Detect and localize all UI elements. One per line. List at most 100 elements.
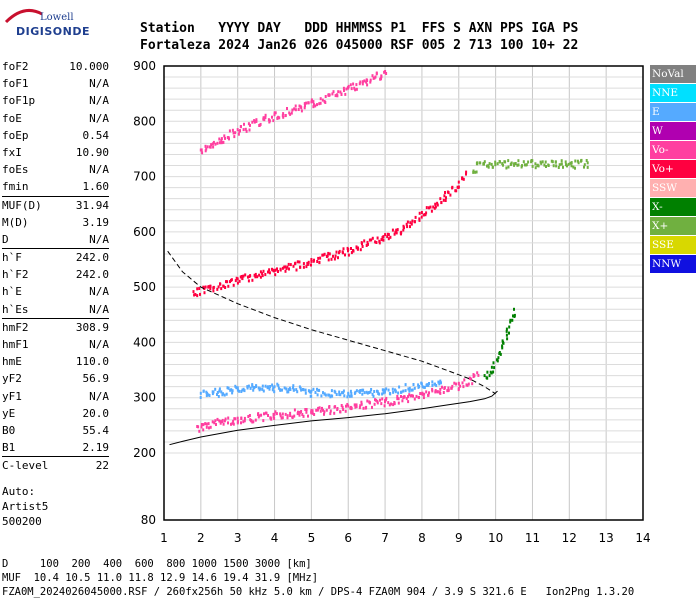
trace-point <box>310 411 313 415</box>
trace-point <box>305 265 308 269</box>
trace-point <box>438 390 441 394</box>
trace-point <box>371 392 374 396</box>
trace-point <box>272 119 275 123</box>
trace-point <box>236 277 239 281</box>
trace-point <box>244 127 247 131</box>
trace-point <box>375 398 377 402</box>
param-label: h`F <box>2 251 22 265</box>
trace-point <box>397 401 400 405</box>
trace-point <box>328 93 331 97</box>
trace-point <box>486 376 489 380</box>
param-value: 308.9 <box>75 320 109 334</box>
trace-point <box>267 270 269 274</box>
trace-point <box>396 228 399 232</box>
x-tick-label: 1 <box>160 531 168 545</box>
trace-point <box>410 394 413 398</box>
trace-point <box>433 206 436 210</box>
trace-point <box>240 125 242 129</box>
trace-point <box>211 420 214 424</box>
trace-point <box>396 397 399 401</box>
trace-point <box>371 74 374 78</box>
trace-point <box>486 164 488 168</box>
trace-point <box>314 104 317 108</box>
trace-point <box>486 370 489 374</box>
trace-point <box>365 244 368 247</box>
trace-point <box>361 392 364 396</box>
trace-point <box>572 165 575 169</box>
trace-point <box>248 414 251 417</box>
chart-axes <box>163 65 644 521</box>
trace-point <box>295 268 298 272</box>
trace-point <box>431 383 434 387</box>
trace-point <box>310 408 313 412</box>
trace-point <box>483 160 486 164</box>
trace-point <box>210 143 213 147</box>
param-value: 55.4 <box>82 423 110 437</box>
trace-point <box>204 149 207 153</box>
trace-point <box>474 170 477 174</box>
trace-point <box>503 160 506 164</box>
trace-point <box>418 385 421 388</box>
trace-point <box>215 423 217 426</box>
trace-point <box>359 80 362 84</box>
trace-point <box>264 384 267 388</box>
param-label: foF1 <box>2 77 29 91</box>
trace-point <box>389 235 392 239</box>
trace-point <box>494 163 497 167</box>
param-value: N/A <box>89 285 109 299</box>
trace-point <box>297 410 299 414</box>
trace-point <box>427 383 430 387</box>
trace-point <box>259 122 262 126</box>
trace-point <box>202 389 205 393</box>
trace-point <box>231 391 234 395</box>
trace-point <box>408 393 411 397</box>
trace-point <box>371 405 373 409</box>
trace-point <box>406 225 409 229</box>
trace-point <box>522 160 525 164</box>
trace-point <box>365 78 368 82</box>
trace-point <box>302 262 305 266</box>
trace-point <box>490 162 493 166</box>
trace-point <box>323 412 325 416</box>
trace-point <box>562 165 564 169</box>
trace-point <box>429 205 432 209</box>
trace-point <box>357 246 359 250</box>
trace-point <box>396 394 399 398</box>
param-value: 10.90 <box>75 145 109 159</box>
trace-point <box>577 161 580 165</box>
param-label: B0 <box>2 423 16 437</box>
trace-point <box>329 412 332 416</box>
trace-point <box>414 215 417 219</box>
trace-point <box>302 414 305 418</box>
trace-point <box>352 249 355 253</box>
trace-point <box>247 384 250 388</box>
trace-point <box>378 241 381 245</box>
trace-point <box>462 177 465 181</box>
legend-entry: NNE <box>650 84 696 102</box>
trace-point <box>425 390 428 394</box>
trace-point <box>368 401 371 405</box>
trace-point <box>340 92 343 96</box>
trace-point <box>346 395 349 399</box>
trace-point <box>279 412 282 416</box>
trace-point <box>554 160 557 164</box>
trace-point <box>253 386 256 389</box>
trace-point <box>216 391 219 394</box>
trace-point <box>247 279 250 283</box>
trace-point <box>280 416 283 420</box>
param-label: hmF1 <box>2 338 29 351</box>
trace-point <box>517 159 520 163</box>
trace-point <box>359 248 362 252</box>
trace-point <box>302 265 305 269</box>
trace-point <box>216 141 219 145</box>
trace-point <box>472 169 475 173</box>
trace-point <box>332 254 334 258</box>
trace-point <box>506 337 509 341</box>
trace-point <box>227 284 230 288</box>
trace-point <box>283 265 286 269</box>
trace-point <box>249 123 251 127</box>
trace-point <box>324 101 327 104</box>
trace-point <box>304 104 306 108</box>
trace-point <box>315 408 318 412</box>
y-tick-label: 80 <box>141 513 156 527</box>
